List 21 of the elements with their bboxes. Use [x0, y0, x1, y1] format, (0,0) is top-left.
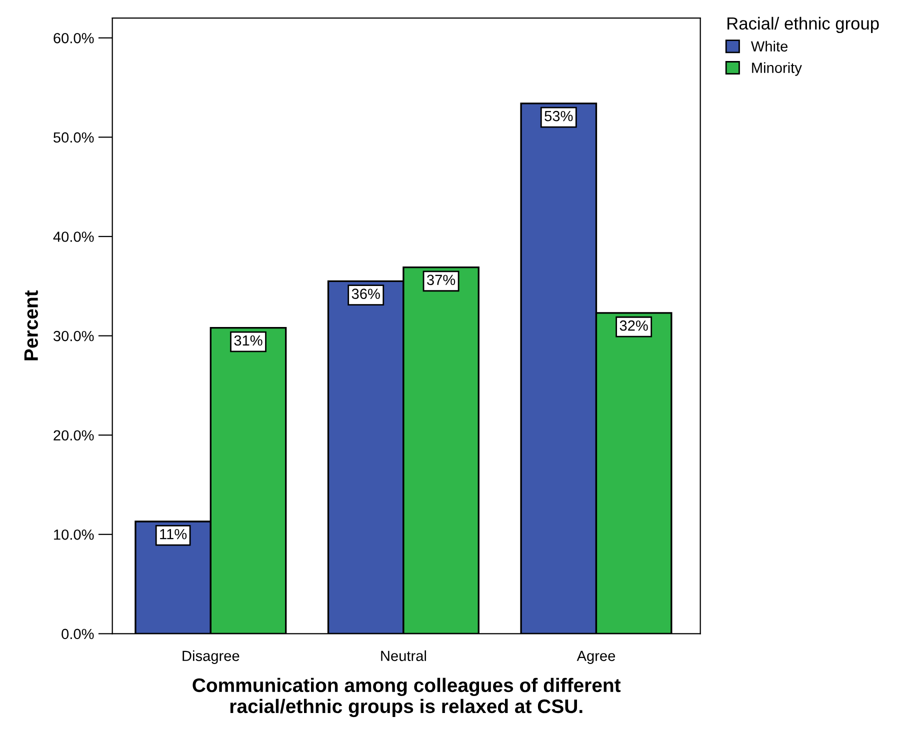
x-axis-title: Communication among colleagues of different racial/ethnic groups is relaxed at CSU. — [192, 678, 621, 718]
x-tick-label: Neutral — [381, 650, 426, 662]
data-label: 31% — [234, 335, 262, 346]
legend-title: Racial/ ethnic group — [728, 16, 879, 34]
y-tick-label: 60.0% — [54, 32, 94, 44]
data-label: 11% — [160, 529, 187, 540]
y-tick-label: 20.0% — [54, 430, 94, 441]
y-axis-title: Percent — [24, 290, 38, 360]
y-tick-label: 30.0% — [53, 330, 94, 342]
data-label: 32% — [620, 320, 648, 331]
y-tick-label: 0.0% — [62, 628, 94, 640]
legend-label: Minority — [752, 62, 802, 76]
data-label: 53% — [544, 110, 573, 122]
legend-label: White — [750, 40, 788, 52]
data-label: 36% — [352, 288, 380, 299]
x-tick-label: Disagree — [182, 650, 240, 664]
y-tick-label: 50.0% — [54, 132, 94, 143]
y-tick-label: 40.0% — [53, 232, 94, 242]
data-label: 37% — [427, 274, 456, 286]
y-tick-label: 10.0% — [54, 529, 94, 540]
x-tick-label: Agree — [576, 650, 616, 664]
